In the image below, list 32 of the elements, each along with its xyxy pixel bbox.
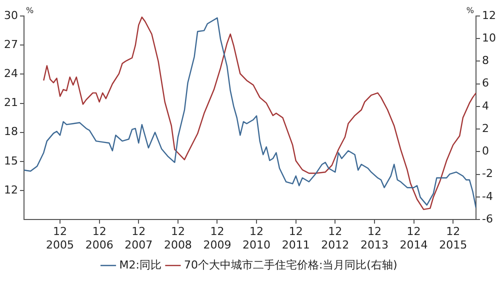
y-tick-label: 18 <box>4 125 18 138</box>
x-tick-label: 12 2013 <box>360 225 388 252</box>
x-tick-label: 12 2012 <box>321 225 350 252</box>
y2-tick-label: -4 <box>482 190 493 203</box>
y2-tick-label: 0 <box>482 144 490 158</box>
y-tick-label: 15 <box>4 154 18 168</box>
y-tick-label: 30 <box>4 8 18 22</box>
legend-label: 70个大中城市二手住宅价格:当月同比(右轴) <box>184 258 398 272</box>
x-tick-label: 12 2005 <box>46 225 74 252</box>
x-tick-label: 12 2007 <box>124 225 153 252</box>
y2-tick-label: 12 <box>482 8 496 22</box>
x-tick-label: 12 2009 <box>203 225 232 252</box>
y2-axis-title: % <box>466 6 474 16</box>
x-tick-label: 12 2008 <box>164 225 192 252</box>
y2-tick-label: 2 <box>482 122 490 135</box>
y-tick-label: 27 <box>4 38 18 51</box>
y2-tick-label: -6 <box>482 212 493 226</box>
y2-tick-label: 10 <box>482 31 496 44</box>
y2-tick-label: 4 <box>482 99 490 112</box>
y-axis-title: % <box>26 6 34 16</box>
y-tick-label: 12 <box>4 183 18 196</box>
y-tick-label: 21 <box>4 96 18 110</box>
y2-tick-label: -2 <box>482 167 493 180</box>
y-tick-label: 24 <box>4 67 18 80</box>
x-tick-label: 12 2010 <box>242 225 271 252</box>
x-tick-label: 12 2011 <box>282 225 310 252</box>
x-tick-label: 12 2015 <box>439 225 468 252</box>
legend-label: M2:同比 <box>119 258 162 272</box>
y2-tick-label: 8 <box>482 54 490 68</box>
y2-tick-label: 6 <box>482 76 490 90</box>
x-tick-label: 12 2014 <box>400 225 428 252</box>
x-tick-label: 12 2006 <box>85 225 114 252</box>
